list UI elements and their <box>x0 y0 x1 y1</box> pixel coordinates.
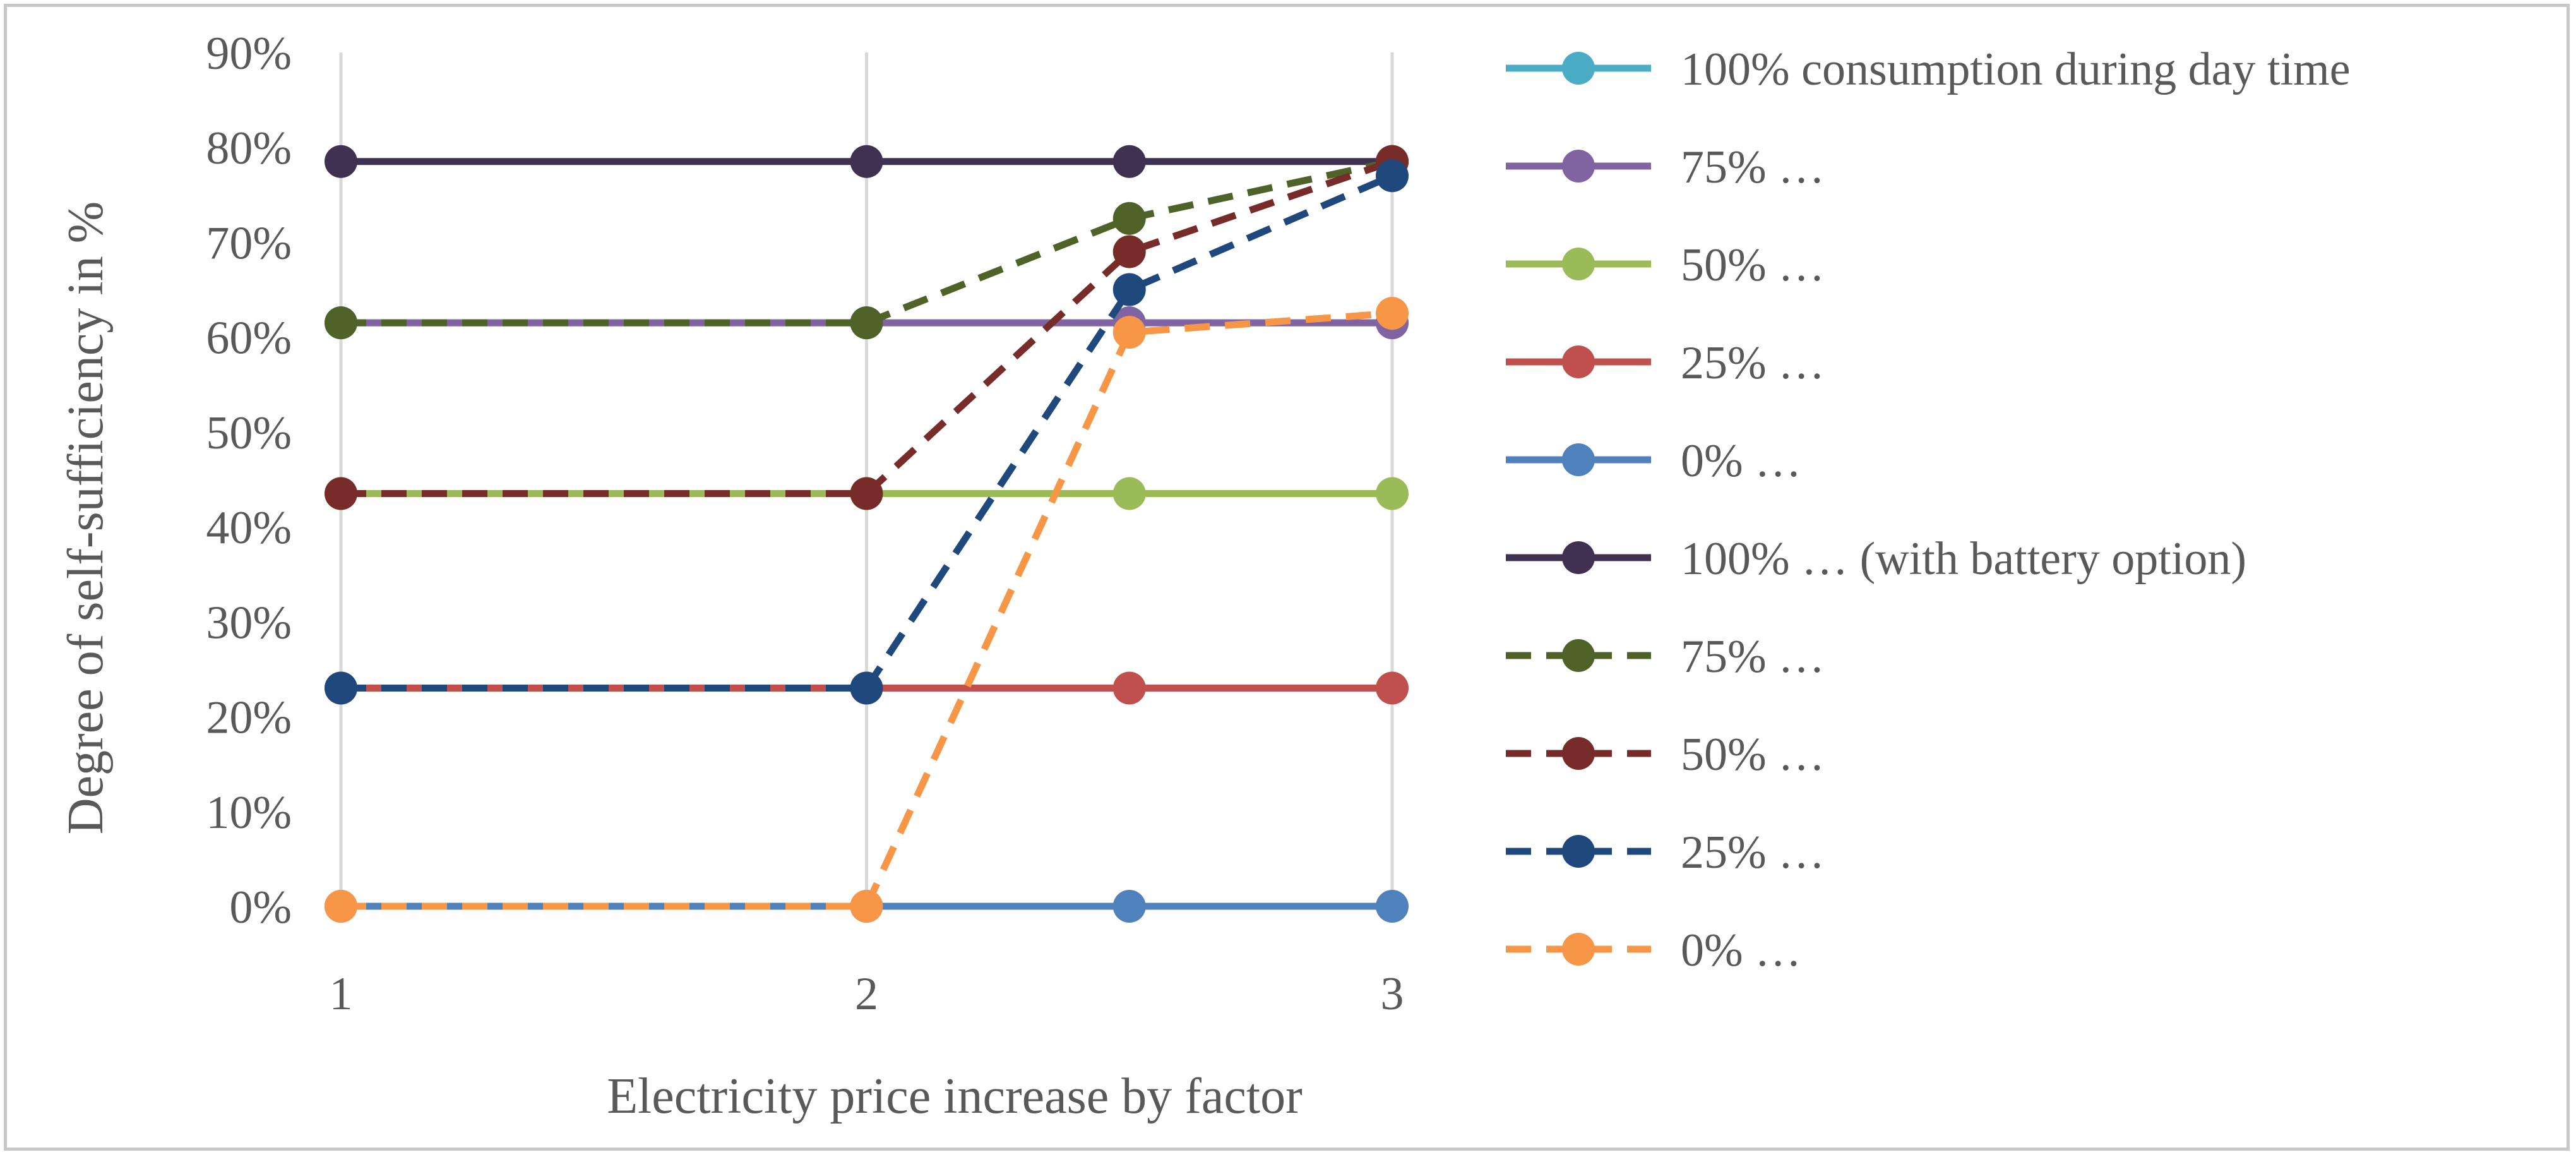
x-tick-label: 3 <box>1381 968 1404 1020</box>
legend-marker <box>1562 639 1595 672</box>
legend-label: 0% … <box>1681 435 1801 487</box>
legend-marker <box>1562 248 1595 280</box>
data-point <box>1112 890 1146 923</box>
data-point <box>1112 477 1146 510</box>
legend-item: 75% … <box>1506 631 1825 683</box>
series-line <box>341 158 1393 327</box>
series-9 <box>325 159 1409 705</box>
data-point <box>325 306 357 340</box>
data-point <box>850 145 883 178</box>
legend-marker <box>1562 443 1595 476</box>
series-6 <box>325 145 1409 178</box>
data-point <box>325 145 357 178</box>
y-tick-label: 70% <box>206 217 292 269</box>
data-point <box>850 477 883 510</box>
y-tick-label: 10% <box>206 787 292 839</box>
legend-item: 75% … <box>1506 141 1825 193</box>
plot-area <box>325 145 1409 923</box>
y-tick-label: 60% <box>206 313 292 364</box>
data-point <box>1376 297 1409 330</box>
legend-label: 75% … <box>1681 631 1825 683</box>
data-point <box>850 890 883 923</box>
data-point <box>1112 273 1146 306</box>
x-axis-title: Electricity price increase by factor <box>607 1069 1303 1124</box>
y-axis-title: Degree of self-sufficiency in % <box>58 201 114 835</box>
series-line <box>341 158 1393 498</box>
x-axis-ticks: 1 2 3 <box>330 968 1404 1020</box>
data-point <box>1376 890 1409 923</box>
y-tick-label: 50% <box>206 407 292 459</box>
data-point <box>1112 145 1146 178</box>
data-point <box>1112 235 1146 268</box>
legend-label: 100% … (with battery option) <box>1681 533 2246 585</box>
legend-marker <box>1562 541 1595 574</box>
legend-marker <box>1562 150 1595 183</box>
data-point <box>1112 316 1146 349</box>
data-point <box>325 477 357 510</box>
y-tick-label: 0% <box>229 882 292 933</box>
series-10 <box>325 297 1409 923</box>
data-point <box>850 306 883 340</box>
legend-item: 25% … <box>1506 337 1825 389</box>
chart-frame <box>4 4 2570 1151</box>
data-point <box>325 671 357 705</box>
legend-label: 50% … <box>1681 239 1825 291</box>
legend-marker <box>1562 345 1595 378</box>
series-line <box>341 172 1394 692</box>
legend-label: 75% … <box>1681 141 1825 193</box>
legend-marker <box>1562 52 1595 85</box>
legend-marker <box>1562 737 1595 770</box>
data-point <box>1376 671 1409 705</box>
legend-item: 0% … <box>1506 925 1801 976</box>
legend-item: 100% consumption during day time <box>1506 44 2351 95</box>
legend-label: 25% … <box>1681 337 1825 389</box>
y-tick-label: 20% <box>206 692 292 744</box>
data-point <box>325 890 357 923</box>
series-line <box>341 309 1393 910</box>
y-tick-label: 80% <box>206 123 292 174</box>
data-point <box>1376 159 1409 193</box>
legend-label: 50% … <box>1681 729 1825 781</box>
legend-item: 50% … <box>1506 729 1825 781</box>
legend-item: 50% … <box>1506 239 1825 291</box>
legend-item: 0% … <box>1506 435 1801 487</box>
y-tick-label: 90% <box>206 28 292 80</box>
y-tick-label: 40% <box>206 502 292 554</box>
data-point <box>1376 477 1409 510</box>
data-point <box>850 671 883 705</box>
data-point <box>1112 671 1146 705</box>
x-tick-label: 2 <box>855 968 878 1020</box>
legend: 100% consumption during day time 75% … 50%… <box>1506 44 2351 976</box>
data-point <box>1112 201 1146 235</box>
y-tick-label: 30% <box>206 597 292 649</box>
y-axis-ticks: 0% 10% 20% 30% 40% 50% 60% 70% 80% 90% <box>206 28 292 933</box>
legend-item: 25% … <box>1506 827 1825 878</box>
legend-label: 25% … <box>1681 827 1825 878</box>
legend-marker <box>1562 835 1595 868</box>
x-tick-label: 1 <box>330 968 353 1020</box>
legend-label: 0% … <box>1681 925 1801 976</box>
legend-label: 100% consumption during day time <box>1681 44 2351 95</box>
legend-marker <box>1562 933 1595 966</box>
legend-item: 100% … (with battery option) <box>1506 533 2246 585</box>
